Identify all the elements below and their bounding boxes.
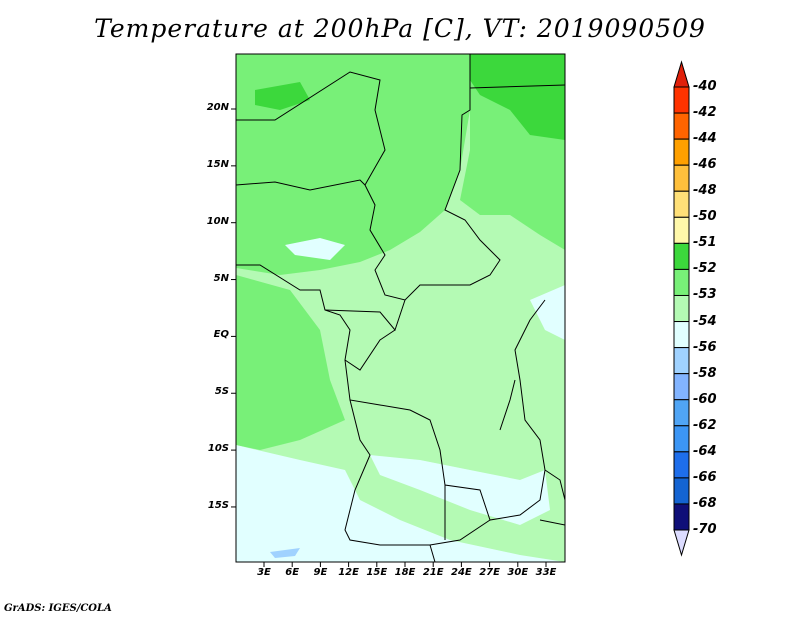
field-54-56-band xyxy=(370,455,550,525)
colorbar-label: -50 xyxy=(693,209,717,225)
lon-tick-label: 33E xyxy=(535,567,557,578)
lon-tick-label: 21E xyxy=(422,567,444,578)
colorbar-label: -56 xyxy=(693,339,717,355)
colorbar-label: -62 xyxy=(693,417,717,433)
field-54-56-east xyxy=(530,285,565,340)
lon-tick-label: 12E xyxy=(338,567,359,578)
lat-tick-label: 10N xyxy=(206,215,229,227)
lon-tick-label: 27E xyxy=(479,567,500,578)
colorbar-label: -64 xyxy=(693,443,717,459)
field-52-53-north xyxy=(236,54,470,275)
field-54-56-south xyxy=(236,445,565,562)
colorbar-label: -44 xyxy=(693,131,717,147)
lon-tick-label: 18E xyxy=(394,567,416,578)
colorbar xyxy=(673,60,690,557)
colorbar-label: -58 xyxy=(693,365,717,381)
map-frame xyxy=(235,53,566,563)
lon-tick-label: 30E xyxy=(507,567,529,578)
colorbar-label: -53 xyxy=(693,287,717,303)
colorbar-label: -68 xyxy=(693,495,717,511)
lat-tick-label: 5S xyxy=(214,386,229,398)
colorbar-label: -46 xyxy=(693,157,717,173)
field-51-52-nw xyxy=(255,82,310,110)
lon-tick-label: 6E xyxy=(285,567,300,578)
lat-tick-label: 20N xyxy=(206,102,229,113)
colorbar-below-triangle xyxy=(673,529,690,557)
lat-tick-label: 15S xyxy=(207,499,229,511)
colorbar-label: -51 xyxy=(693,235,717,251)
axis-ticks xyxy=(231,108,547,567)
colorbar-label: -66 xyxy=(693,469,717,485)
country-borders xyxy=(236,54,565,562)
lat-tick-label: 5N xyxy=(213,272,229,284)
colorbar-label: -40 xyxy=(693,79,717,94)
field-56-58 xyxy=(270,548,300,558)
lat-tick-label: 15N xyxy=(206,158,229,170)
grads-credit: GrADS: IGES/COLA xyxy=(4,603,112,614)
plot-title: Temperature at 200hPa [C], VT: 201909050… xyxy=(94,14,706,43)
lon-tick-label: 15E xyxy=(366,567,388,578)
lat-tick-label: 10S xyxy=(207,443,229,455)
lon-tick-label: 3E xyxy=(257,567,271,578)
lat-tick-label: EQ xyxy=(213,329,229,341)
field-54-56-cam xyxy=(285,238,345,260)
field-51-52 xyxy=(470,54,565,140)
colorbar-label: -54 xyxy=(693,313,717,329)
colorbar-label: -48 xyxy=(693,183,717,199)
colorbar-label: -70 xyxy=(693,522,717,538)
map-field xyxy=(236,54,565,562)
field-52-53-west xyxy=(236,275,345,450)
colorbar-label: -42 xyxy=(693,105,717,121)
lon-tick-label: 9E xyxy=(313,567,328,578)
lon-tick-label: 24E xyxy=(451,567,472,578)
colorbar-label: -52 xyxy=(693,261,717,277)
colorbar-label: -60 xyxy=(693,391,717,407)
